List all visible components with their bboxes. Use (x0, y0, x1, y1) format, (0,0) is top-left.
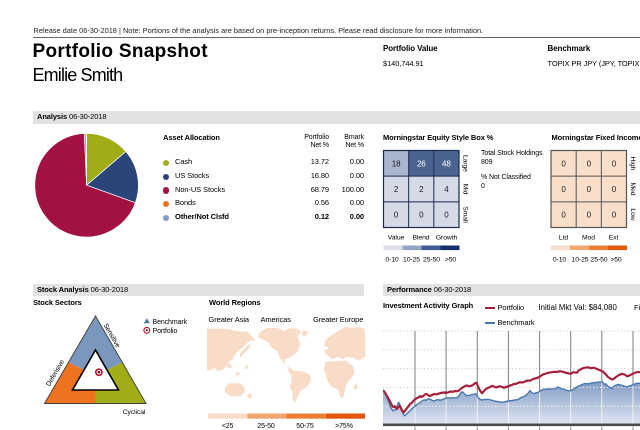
svg-text:0-10: 0-10 (553, 257, 567, 264)
svg-text:Growth: Growth (436, 235, 458, 242)
svg-text:<25: <25 (222, 423, 234, 430)
svg-text:26: 26 (417, 159, 426, 168)
svg-text:Value: Value (388, 235, 405, 242)
svg-text:0: 0 (587, 211, 592, 220)
svg-text:0: 0 (587, 185, 592, 194)
svg-text:0: 0 (419, 211, 424, 220)
svg-text:Med: Med (629, 183, 636, 196)
svg-text:18: 18 (392, 159, 401, 168)
svg-text:50-75: 50-75 (296, 423, 314, 430)
svg-text:Large: Large (462, 155, 469, 172)
svg-text:Mod: Mod (582, 235, 595, 242)
svg-text:Low: Low (629, 208, 636, 220)
svg-text:High: High (629, 157, 636, 171)
svg-text:Mid: Mid (462, 184, 469, 195)
svg-text:Blend: Blend (413, 235, 430, 242)
svg-text:Ext: Ext (609, 235, 619, 242)
svg-text:0-10: 0-10 (385, 257, 399, 264)
svg-text:0: 0 (612, 185, 617, 194)
svg-text:>50: >50 (610, 257, 622, 264)
svg-text:10-25: 10-25 (572, 257, 589, 264)
svg-text:>50: >50 (445, 257, 457, 264)
svg-text:2: 2 (419, 185, 424, 194)
svg-text:0: 0 (561, 185, 566, 194)
svg-text:2: 2 (394, 185, 399, 194)
svg-text:0: 0 (587, 159, 592, 168)
svg-text:Small: Small (462, 206, 469, 223)
svg-text:Ltd: Ltd (559, 235, 568, 242)
svg-text:0: 0 (561, 159, 566, 168)
svg-text:0: 0 (612, 211, 617, 220)
svg-text:10-25: 10-25 (403, 257, 420, 264)
svg-text:0: 0 (561, 211, 566, 220)
svg-text:0: 0 (394, 211, 399, 220)
svg-text:Cyclical: Cyclical (123, 409, 146, 416)
svg-text:0: 0 (612, 159, 617, 168)
svg-text:4: 4 (444, 185, 449, 194)
svg-text:25-50: 25-50 (591, 257, 608, 264)
svg-text:48: 48 (442, 159, 451, 168)
svg-text:25-50: 25-50 (257, 423, 275, 430)
svg-text:0: 0 (444, 211, 449, 220)
svg-text:25-50: 25-50 (423, 257, 440, 264)
svg-text:>75%: >75% (335, 423, 353, 430)
